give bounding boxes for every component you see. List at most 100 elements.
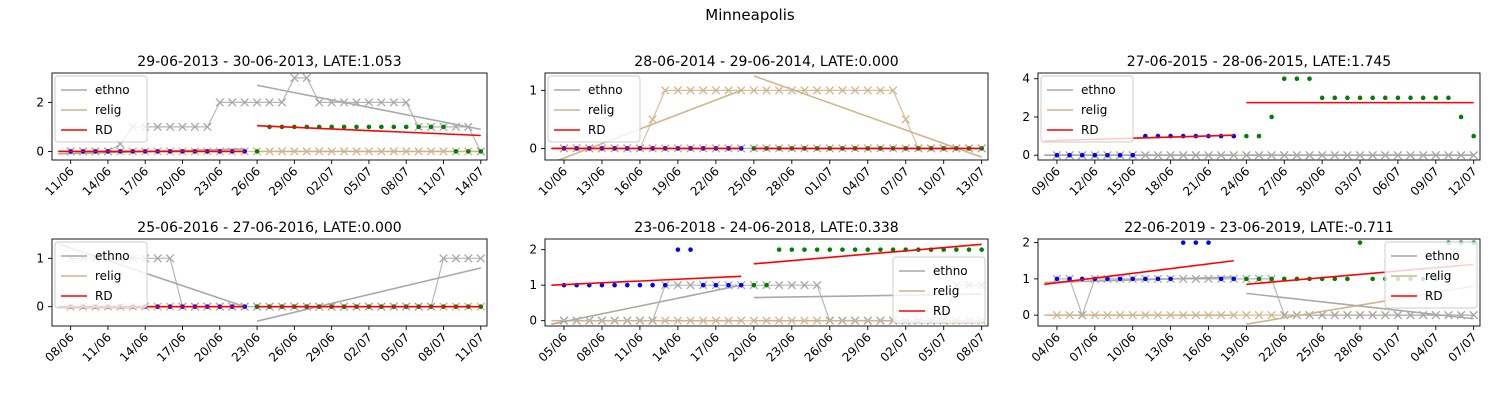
post-point [852,247,858,252]
post-point [1345,95,1350,101]
post-point [466,149,471,154]
x-tick-label: 26/06 [266,330,300,364]
ethno-marker [1204,274,1213,284]
pre-point [1206,240,1211,245]
relig-marker [850,86,860,95]
post-point [1319,95,1325,101]
x-tick-label: 08/07 [415,330,449,364]
post-point [1294,76,1300,82]
post-point [453,149,459,154]
ethno-marker [451,254,461,263]
legend-label: RD [1425,289,1443,303]
post-point [941,247,946,252]
ethno-marker [227,98,237,107]
relig-marker [1254,310,1264,320]
legend-label: relig [95,103,121,117]
y-tick-label: 0 [36,300,44,314]
post-point [890,247,896,252]
x-tick-label: 25/06 [726,164,760,198]
y-tick-label: 2 [1022,110,1030,124]
ethno-marker [240,98,249,107]
post-point [478,149,484,154]
ethno-marker [686,280,695,290]
pre-point [1155,276,1161,282]
y-tick-label: 0 [36,144,44,158]
post-point [366,124,372,130]
post-point [1332,276,1338,282]
x-tick-label: 04/07 [840,164,874,198]
post-point [776,247,782,252]
x-tick-label: 28/06 [764,164,798,198]
relig-marker [711,86,721,95]
legend-label: ethno [95,83,130,97]
x-tick-label: 17/06 [154,330,188,364]
post-point [814,247,820,252]
pre-point [713,282,719,288]
relig-marker [762,86,771,95]
x-tick-label: 13/07 [953,164,987,198]
x-tick-label: 11/07 [453,330,487,364]
x-tick-label: 30/06 [1294,164,1328,198]
post-point [1281,276,1287,282]
x-tick-label: 04/07 [1408,330,1442,364]
x-tick-label: 29/06 [840,330,874,364]
chart-panel-5: 23-06-2018 - 24-06-2018, LATE:0.338 0 1 2 05… [529,220,989,365]
legend-label: RD [1081,123,1099,137]
relig-marker [673,86,683,95]
axes-frame [51,72,488,161]
relig-fit-post [753,75,982,158]
ethno-marker [277,98,287,107]
y-tick-label: 0 [1022,148,1030,162]
chart-title: 28-06-2014 - 29-06-2014, LATE:0.000 [634,54,898,70]
post-point [1458,114,1464,120]
pre-point [650,282,655,288]
rd-fit-post [753,243,982,265]
legend-label: ethno [1081,83,1116,97]
x-tick-label: 14/07 [453,164,487,198]
axes-frame [544,72,989,161]
ethno-marker [252,98,262,107]
ethno-marker [800,280,809,290]
ethno-fit-pre [1044,276,1234,284]
post-point [254,149,260,154]
x-tick-label: 07/06 [1067,330,1101,364]
x-tick-label: 19/06 [650,164,684,198]
legend: ethno relig RD [547,75,641,143]
x-tick-label: 06/07 [1370,164,1404,198]
legend: ethno relig RD [1384,241,1478,309]
post-point [379,124,384,130]
pre-point [662,282,668,288]
rd-fit-post [257,124,481,137]
relig-marker [648,115,657,124]
post-point [1370,276,1375,282]
legend-box [892,256,986,324]
plot-area [1044,76,1478,160]
post-point [827,247,833,252]
post-point [764,282,769,288]
pre-point [700,282,706,288]
post-point [1269,114,1274,120]
pre-point [1067,152,1072,158]
relig-marker [901,115,910,124]
x-tick-label: 10/06 [1104,330,1138,364]
pre-point [726,282,731,288]
post-point [1269,276,1274,282]
x-tick-label: 17/06 [117,164,151,198]
ethno-marker [178,122,187,132]
ethno-marker [812,280,822,290]
legend-box [547,75,641,143]
legend: ethno relig RD [892,256,986,324]
post-point [1307,76,1312,82]
ethno-marker [439,254,448,263]
x-tick-label: 23/06 [764,330,798,364]
pre-point [1180,240,1186,245]
pre-point [1168,276,1173,282]
ethno-marker [215,98,225,107]
ethno-fit-post [256,267,481,322]
x-tick-label: 22/06 [1256,330,1290,364]
chart-panel-4: 25-06-2016 - 27-06-2016, LATE:0.000 0 1 08/… [36,220,488,365]
ethno-marker [203,122,212,132]
legend-label: RD [95,289,113,303]
x-tick-label: 20/06 [154,164,188,198]
pre-point [624,282,630,288]
